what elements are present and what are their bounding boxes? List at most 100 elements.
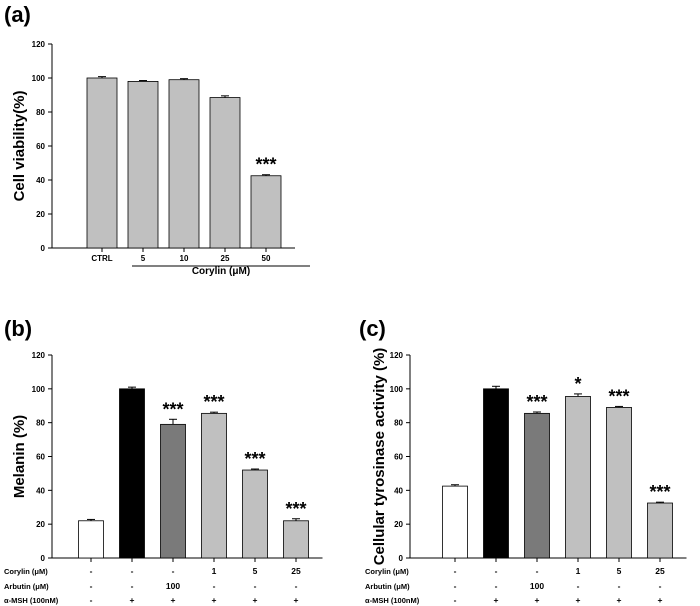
treatment-cell: - [454,581,457,591]
treatment-cell: + [130,595,135,605]
treatment-row-label: α-MSH (100nM) [365,596,420,605]
y-tick-label: 40 [36,486,45,495]
y-tick-label: 100 [390,385,404,394]
bar [250,175,282,249]
y-tick-label: 120 [32,351,46,360]
treatment-cell: 5 [617,566,622,576]
treatment-cell: + [253,595,258,605]
y-tick-label: 80 [36,108,45,117]
significance-marker: *** [526,392,547,412]
y-tick-label: 0 [41,244,46,253]
treatment-cell: - [618,581,621,591]
treatment-cell: + [171,595,176,605]
treatment-cell: - [659,581,662,591]
treatment-row-label: Arbutin (μM) [365,582,410,591]
treatment-cell: - [295,581,298,591]
treatment-cell: - [495,566,498,576]
bar [442,485,468,559]
significance-marker: *** [162,399,183,419]
y-tick-label: 60 [36,142,45,151]
x-tick-label: CTRL [91,254,112,263]
treatment-cell: - [536,566,539,576]
treatment-cell: - [131,566,134,576]
chart-panel-2: (b) 0 20 40 60 80 100 120 Melanin (%) *** *** *** **… [4,316,323,605]
significance-marker: *** [255,155,276,175]
y-tick-label: 60 [36,453,45,462]
bar [168,79,200,249]
treatment-cell: 100 [166,581,180,591]
y-tick-label: 100 [32,74,46,83]
bar [78,520,104,559]
y-tick-label: 120 [390,351,404,360]
y-tick-label: 40 [36,176,45,185]
treatment-cell: 100 [530,581,544,591]
treatment-cell: - [131,581,134,591]
y-tick-label: 20 [36,210,45,219]
treatment-cell: 1 [576,566,581,576]
panel-letter: (a) [4,2,31,27]
treatment-cell: 25 [655,566,665,576]
bar [160,423,186,559]
y-axis-label: Cellular tyrosinase activity (%) [371,348,388,566]
bar [483,388,509,559]
y-tick-label: 60 [394,453,403,462]
bar [524,412,550,559]
significance-marker: *** [649,482,670,502]
significance-marker: *** [285,499,306,519]
y-tick-label: 20 [394,520,403,529]
treatment-cell: 25 [291,566,301,576]
treatment-cell: + [212,595,217,605]
treatment-cell: - [577,581,580,591]
treatment-cell: - [90,581,93,591]
treatment-cell: - [213,581,216,591]
treatment-cell: + [494,595,499,605]
x-tick-label: 50 [262,254,271,263]
panel-letter: (b) [4,316,32,341]
y-axis-label: Cell viability(%) [11,91,28,202]
treatment-cell: 5 [253,566,258,576]
bar [209,97,241,249]
treatment-cell: + [294,595,299,605]
y-tick-label: 0 [41,554,46,563]
treatment-cell: + [617,595,622,605]
treatment-cell: + [576,595,581,605]
treatment-row-label: Corylin (μM) [365,567,409,576]
chart-panel-1: (a) 0 20 40 60 80 100 120 Cell viability(%) CTRL 5… [4,2,310,277]
x-tick-label: 10 [180,254,189,263]
treatment-cell: - [495,581,498,591]
treatment-cell: - [172,566,175,576]
y-tick-label: 40 [394,486,403,495]
panel-letter: (c) [359,316,386,341]
significance-marker: *** [608,386,629,406]
bar [127,81,159,249]
y-tick-label: 120 [32,40,46,49]
bar [647,502,673,559]
y-tick-label: 0 [399,554,404,563]
significance-marker: * [574,374,581,394]
bar [565,396,591,559]
bar [201,412,227,559]
treatment-cell: - [454,566,457,576]
y-tick-label: 100 [32,385,46,394]
bar [242,469,268,559]
treatment-cell: - [90,595,93,605]
treatment-row-label: Arbutin (μM) [4,582,49,591]
treatment-cell: - [454,595,457,605]
bar [606,407,632,559]
treatment-row-label: Corylin (μM) [4,567,48,576]
y-tick-label: 80 [36,419,45,428]
bar [283,520,309,559]
treatment-row-label: α-MSH (100nM) [4,596,59,605]
treatment-cell: - [254,581,257,591]
treatment-cell: + [535,595,540,605]
bar [86,77,118,249]
y-tick-label: 80 [394,419,403,428]
x-axis-label: Corylin (μM) [192,266,250,277]
significance-marker: *** [203,392,224,412]
treatment-cell: - [90,566,93,576]
significance-marker: *** [244,449,265,469]
y-tick-label: 20 [36,520,45,529]
x-tick-label: 5 [141,254,146,263]
